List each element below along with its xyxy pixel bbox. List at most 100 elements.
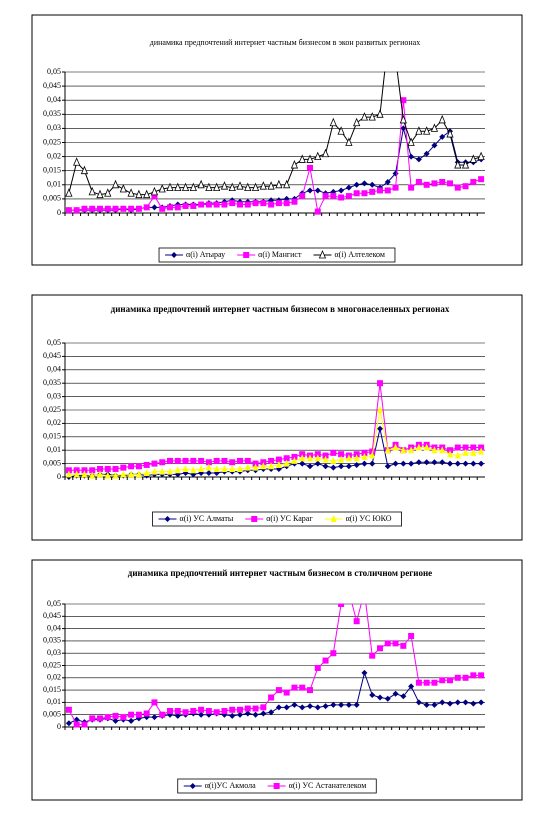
marker: [182, 457, 189, 464]
marker: [104, 188, 112, 197]
marker: [408, 683, 415, 690]
y-tick-label: 0: [57, 472, 61, 481]
series-line: [68, 383, 482, 471]
marker: [353, 451, 360, 458]
marker: [174, 457, 181, 464]
marker: [198, 201, 205, 208]
marker: [120, 714, 127, 721]
marker: [128, 463, 135, 470]
marker: [268, 709, 275, 716]
marker: [237, 706, 243, 713]
marker: [338, 701, 345, 708]
chart-title: динамика предпочтений интернет частным б…: [127, 568, 433, 578]
marker: [454, 460, 461, 467]
marker: [307, 703, 313, 710]
marker: [345, 193, 352, 200]
legend-item: α(i) Атырау: [165, 250, 225, 259]
marker: [346, 589, 352, 595]
marker: [353, 701, 360, 708]
marker: [81, 205, 88, 212]
marker: [345, 701, 352, 708]
marker: [252, 705, 259, 712]
marker: [135, 189, 143, 199]
marker: [268, 201, 275, 208]
marker: [361, 452, 368, 460]
marker: [462, 183, 469, 190]
y-tick-label: 0,045: [43, 351, 61, 360]
marker: [478, 699, 485, 706]
marker: [430, 123, 439, 132]
marker: [345, 137, 353, 146]
marker: [353, 117, 361, 127]
marker: [330, 193, 337, 200]
marker: [462, 674, 469, 681]
marker: [439, 133, 446, 140]
marker: [167, 457, 173, 464]
marker: [237, 457, 243, 464]
series-line: [68, 71, 482, 196]
marker: [299, 460, 306, 467]
y-tick-label: 0,04: [47, 95, 61, 104]
marker: [112, 465, 119, 472]
marker: [423, 443, 430, 451]
marker: [447, 447, 453, 454]
marker: [205, 463, 212, 471]
marker: [314, 454, 321, 462]
marker: [291, 701, 298, 708]
plot: [65, 54, 485, 215]
marker: [369, 451, 376, 459]
marker: [150, 186, 159, 196]
marker: [314, 187, 321, 194]
marker: [283, 459, 290, 467]
marker: [299, 704, 306, 711]
marker: [345, 454, 352, 462]
marker: [244, 457, 251, 464]
marker: [470, 178, 477, 185]
marker: [112, 205, 119, 212]
marker: [439, 446, 446, 454]
marker: [120, 205, 127, 212]
marker: [229, 712, 236, 719]
marker: [454, 451, 461, 459]
marker: [454, 160, 462, 169]
marker: [462, 460, 469, 467]
marker: [244, 705, 251, 712]
marker: [159, 459, 166, 466]
marker: [244, 463, 251, 471]
marker: [251, 516, 258, 522]
marker: [353, 618, 360, 625]
marker: [190, 202, 197, 209]
marker: [135, 205, 142, 212]
marker: [275, 460, 282, 468]
marker: [407, 137, 415, 146]
marker: [423, 181, 430, 188]
y-tick-label: 0,05: [47, 67, 61, 76]
marker: [65, 188, 73, 197]
marker: [361, 180, 368, 187]
y-tick-label: 0,01: [47, 697, 61, 706]
marker: [128, 470, 135, 478]
marker: [338, 455, 345, 463]
y-tick-label: 0,035: [43, 378, 61, 387]
marker: [477, 151, 485, 160]
marker: [275, 200, 282, 207]
marker: [470, 672, 477, 679]
marker: [190, 708, 197, 715]
marker: [120, 470, 127, 478]
marker: [439, 178, 446, 185]
marker: [97, 715, 103, 722]
marker: [151, 193, 158, 200]
marker: [128, 205, 135, 212]
marker: [213, 709, 220, 716]
marker: [299, 193, 306, 200]
marker: [81, 721, 88, 728]
marker: [220, 181, 229, 190]
marker: [221, 457, 228, 464]
legend-box: [158, 247, 396, 263]
marker: [159, 467, 166, 475]
marker: [229, 706, 236, 713]
y-tick-label: 0,05: [47, 599, 61, 608]
marker: [338, 603, 345, 607]
marker: [384, 178, 391, 185]
marker: [393, 54, 399, 61]
